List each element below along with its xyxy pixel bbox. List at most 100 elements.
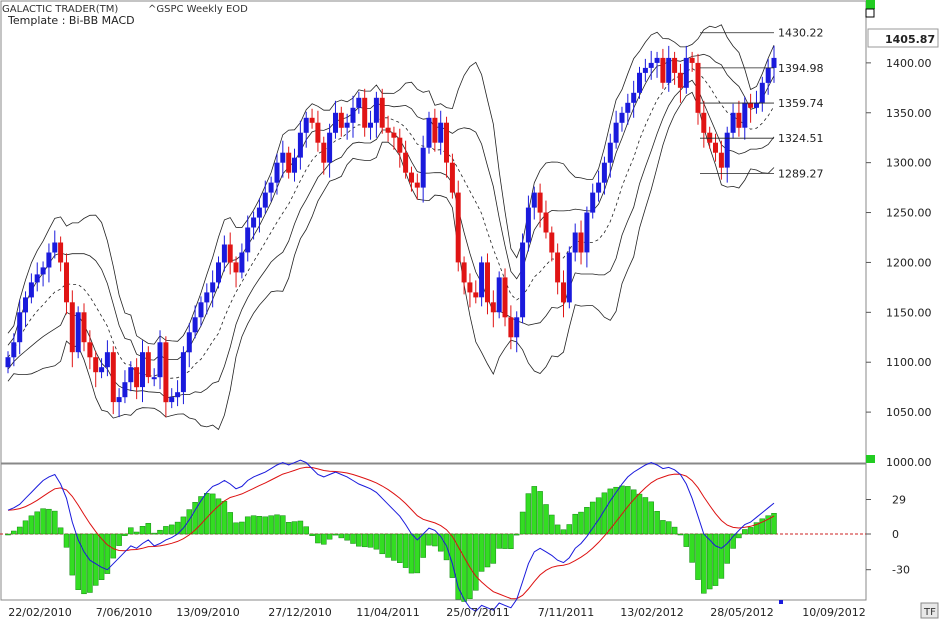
macd-hist-bar [215, 498, 222, 535]
candle-up [590, 192, 596, 213]
candle-up [75, 312, 81, 353]
macd-hist-bar [730, 533, 736, 549]
candle-up [52, 242, 58, 253]
macd-hist-bar [625, 486, 631, 535]
macd-hist-bar [531, 486, 538, 535]
price-scroll-handle-top[interactable] [866, 0, 875, 9]
candle-down [549, 232, 555, 253]
candle-down [677, 72, 683, 88]
macd-hist-bar [350, 533, 356, 544]
macd-hist-bar [57, 527, 64, 535]
candle-up [175, 392, 181, 398]
macd-hist-bar [239, 521, 245, 535]
macd-hist-bar [508, 533, 514, 549]
tf-button-label[interactable]: TF [923, 607, 936, 618]
candle-up [274, 162, 280, 183]
macd-hist-bar [437, 533, 444, 552]
candle-up [373, 97, 379, 123]
macd-hist-bar [40, 508, 46, 535]
candle-down [695, 62, 701, 113]
zoom-box[interactable] [865, 8, 875, 18]
macd-hist-bar [660, 520, 666, 535]
macd-hist-bar [432, 533, 438, 547]
candle-up [5, 357, 11, 368]
date-axis: 22/02/2010 7/06/2010 13/09/2010 27/12/2010 1… [8, 606, 865, 619]
macd-hist-bar [198, 496, 204, 535]
macd-hist-bar [391, 533, 397, 561]
price-scroll-handle[interactable] [866, 455, 875, 463]
last-price-label: 1405.87 [885, 33, 935, 46]
macd-hist-bar [315, 533, 321, 544]
macd-hist-bar [701, 533, 707, 594]
template-label: Template : Bi-BB MACD [7, 14, 135, 27]
macd-hist-bar [554, 524, 561, 535]
macd-hist-bar [151, 532, 157, 535]
candle-down [362, 97, 368, 128]
candle-up [754, 102, 759, 108]
macd-hist-bar [180, 516, 187, 535]
macd-hist-bar [128, 527, 134, 535]
macd-hist-bar [718, 533, 725, 579]
macd-hist-bar [227, 512, 233, 535]
candle-down [286, 152, 292, 173]
candle-up [566, 252, 572, 303]
last-price-box [867, 28, 939, 48]
candle-up [648, 62, 654, 68]
candle-up [11, 342, 17, 358]
macd-hist-bar [63, 533, 70, 548]
candle-up [584, 212, 590, 253]
price-tick-label: 1250.00 [886, 207, 932, 220]
tf-button[interactable] [920, 602, 939, 619]
candle-down [672, 57, 678, 73]
candle-down [537, 192, 543, 213]
candle-down [555, 252, 561, 283]
price-tick-label: 1150.00 [886, 306, 932, 319]
candle-down [338, 112, 344, 128]
macd-hist-bar [157, 529, 163, 535]
candle-up [34, 274, 40, 283]
macd-hist-bar [186, 509, 193, 535]
candle-down [473, 292, 479, 298]
price-tick-label: 1400.00 [886, 57, 932, 70]
macd-line [7, 459, 775, 612]
macd-hist-bar [630, 489, 637, 535]
candle-up [186, 332, 192, 353]
macd-hist-bar [712, 533, 719, 586]
macd-hist-bar [139, 526, 146, 535]
macd-hist-bar [753, 522, 760, 535]
macd-hist-bar [455, 533, 461, 600]
candle-down [660, 57, 666, 83]
macd-hist-bar [595, 497, 602, 535]
candle-up [619, 112, 625, 123]
candle-down [64, 262, 69, 303]
macd-hist-bar [642, 497, 649, 535]
band-level-label: 1324.51 [778, 132, 824, 145]
macd-hist-bar [52, 510, 58, 535]
candle-down [87, 342, 93, 358]
candle-up [531, 192, 537, 208]
macd-hist-bar [747, 527, 754, 535]
candle-up [116, 397, 122, 403]
macd-hist-bar [549, 514, 555, 535]
date-tick-label: 28/05/2012 [710, 606, 773, 619]
price-tick-label: 1050.00 [886, 406, 932, 419]
macd-hist-bar [268, 515, 274, 535]
macd-histogram [5, 485, 777, 602]
macd-hist-bar [344, 533, 350, 541]
date-tick-label: 27/12/2010 [268, 606, 331, 619]
macd-hist-bar [233, 522, 239, 535]
macd-hist-bar [689, 533, 695, 563]
macd-tick-label: 0 [892, 528, 899, 541]
macd-tick-label: 29 [892, 494, 906, 507]
candle-up [520, 242, 526, 318]
price-tick-label: 1300.00 [886, 157, 932, 170]
macd-hist-bar [490, 533, 497, 564]
macd-hist-bar [28, 515, 35, 535]
candle-down [233, 262, 239, 273]
date-tick-label: 25/07/2011 [446, 606, 509, 619]
macd-hist-bar [262, 516, 269, 535]
candle-up [514, 317, 520, 338]
price-tick-label: 1000.00 [886, 456, 932, 469]
candle-up [122, 382, 128, 398]
macd-hist-bar [525, 493, 532, 535]
